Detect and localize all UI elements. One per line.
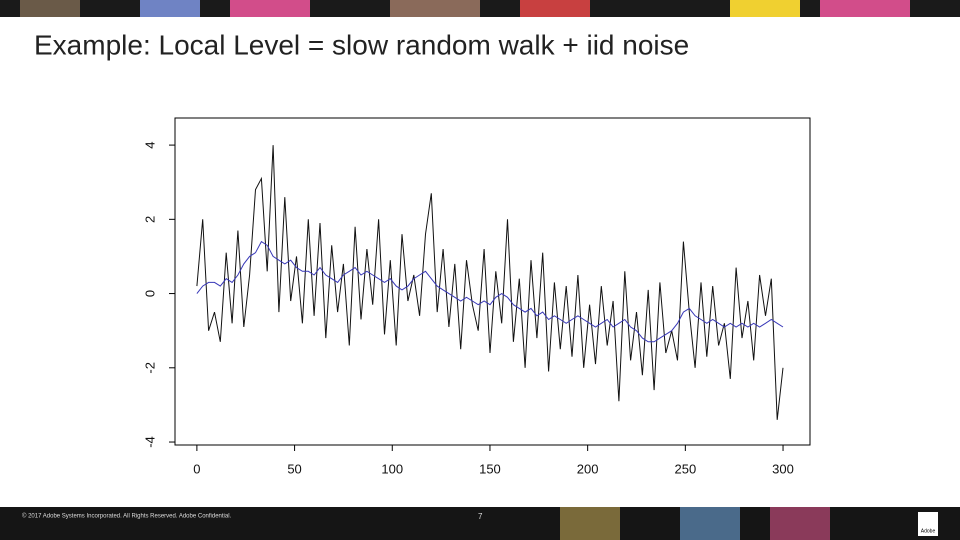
top-banner (0, 0, 960, 17)
y-tick-label: -2 (142, 362, 157, 374)
page-number: 7 (478, 512, 483, 521)
y-tick-label: 4 (142, 141, 157, 148)
x-tick-label: 0 (193, 461, 200, 476)
x-tick-label: 150 (479, 461, 501, 476)
x-tick-label: 200 (577, 461, 599, 476)
y-tick-label: 2 (142, 216, 157, 223)
x-tick-label: 250 (674, 461, 696, 476)
x-tick-label: 50 (287, 461, 301, 476)
bottom-banner (0, 507, 960, 540)
y-tick-label: 0 (142, 290, 157, 297)
y-tick-label: -4 (142, 436, 157, 448)
logo-box (918, 512, 938, 536)
footer-copyright: © 2017 Adobe Systems Incorporated. All R… (22, 513, 232, 520)
slide-title: Example: Local Level = slow random walk … (34, 29, 689, 60)
plot-frame (174, 117, 811, 446)
x-tick-label: 300 (772, 461, 794, 476)
logo-text: Adobe (921, 528, 936, 534)
series-line (196, 145, 784, 420)
x-tick-label: 100 (381, 461, 403, 476)
series-line (196, 240, 784, 343)
